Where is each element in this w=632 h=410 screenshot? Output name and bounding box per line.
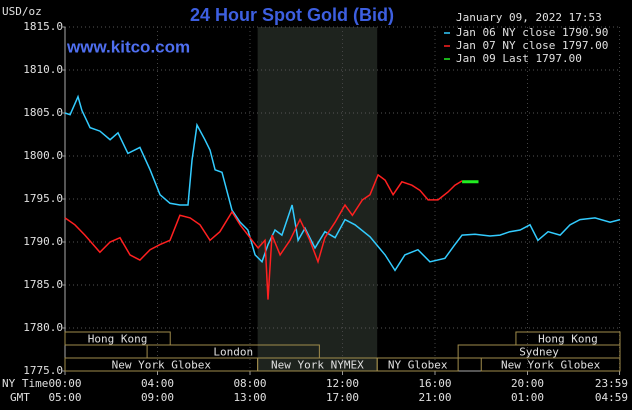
x2-tick-label: 17:00 xyxy=(326,391,359,404)
session-label: Sydney xyxy=(519,346,559,359)
timestamp: January 09, 2022 17:53 xyxy=(456,11,602,24)
x2-tick-label: 04:59 xyxy=(595,391,628,404)
website: www.kitco.com xyxy=(66,37,190,56)
session-label: Hong Kong xyxy=(538,333,598,346)
x2-tick-label: 21:00 xyxy=(418,391,451,404)
y-tick-label: 1780.0 xyxy=(23,321,63,334)
legend-entry: Jan 06 NY close 1790.90 xyxy=(456,26,608,39)
session-box xyxy=(376,357,459,372)
session-label: New York NYMEX xyxy=(271,359,364,372)
text-layer: 24 Hour Spot Gold (Bid) www.kitco.com US… xyxy=(2,5,602,404)
y-tick-label: 1800.0 xyxy=(23,149,63,162)
session-label: Hong Kong xyxy=(88,333,148,346)
x-tick-label: 23:59 xyxy=(595,377,628,390)
session-label: London xyxy=(213,346,253,359)
x2-tick-label: 01:00 xyxy=(511,391,544,404)
series-line xyxy=(64,173,463,300)
chart-title: 24 Hour Spot Gold (Bid) xyxy=(190,5,394,25)
series-line xyxy=(64,94,621,272)
x2-label: GMT xyxy=(10,391,30,404)
legend-entry: Jan 07 NY close 1797.00 xyxy=(456,39,608,52)
x-tick-label: 20:00 xyxy=(511,377,544,390)
session-label: New York Globex xyxy=(112,359,212,372)
y-tick-label: 1795.0 xyxy=(23,192,63,205)
session-box xyxy=(480,357,621,372)
x-tick-label: 08:00 xyxy=(233,377,266,390)
x2-tick-label: 09:00 xyxy=(141,391,174,404)
y-tick-label: 1810.0 xyxy=(23,63,63,76)
y-tick-label: 1805.0 xyxy=(23,106,63,119)
x-tick-label: 00:00 xyxy=(48,377,81,390)
session-label: NY Globex xyxy=(388,359,448,372)
x2-tick-label: 05:00 xyxy=(48,391,81,404)
y-unit: USD/oz xyxy=(2,5,42,18)
y-tick-label: 1790.0 xyxy=(23,235,63,248)
x-tick-label: 16:00 xyxy=(418,377,451,390)
grid-layer: 1775.0 1780.0 1785.0 1790.0 1795.0 1800.0 1805… xyxy=(23,20,628,404)
x-tick-label: 12:00 xyxy=(326,377,359,390)
y-tick-label: 1815.0 xyxy=(23,20,63,33)
x2-tick-label: 13:00 xyxy=(233,391,266,404)
x-label: NY Time xyxy=(2,377,48,390)
session-box xyxy=(64,331,171,346)
y-tick-label: 1785.0 xyxy=(23,278,63,291)
x-tick-label: 04:00 xyxy=(141,377,174,390)
legend-entry: Jan 09 Last 1797.00 xyxy=(456,52,582,65)
session-label: New York Globex xyxy=(501,359,601,372)
y-tick-label: 1775.0 xyxy=(23,364,63,377)
